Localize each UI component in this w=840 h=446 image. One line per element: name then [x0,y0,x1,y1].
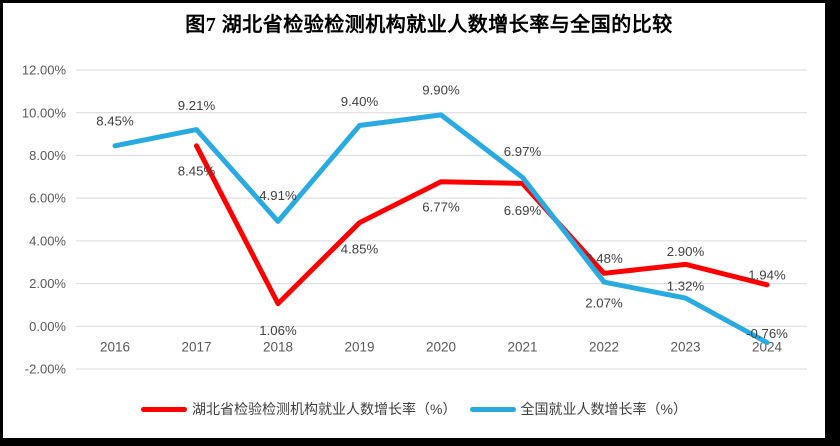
data-label: 8.45% [96,113,134,128]
y-tick-label: 6.00% [29,191,66,206]
x-tick-label: 2022 [589,340,619,355]
y-tick-label: 4.00% [29,233,66,248]
chart-legend: 湖北省检验检测机构就业人数增长率（%） 全国就业人数增长率（%） [3,399,825,419]
data-label: 8.45% [178,163,216,178]
data-label: 6.97% [504,144,542,159]
legend-label-national: 全国就业人数增长率（%） [520,401,687,417]
line-chart-canvas: -2.00% 0.00% 2.00% 4.00% 6.00% 8.00% 10.00% 12.… [22,63,807,377]
y-tick-label: 10.00% [22,105,67,120]
legend-item-national: 全国就业人数增长率（%） [469,399,687,419]
x-tick-label: 2023 [670,340,700,355]
data-label: 6.77% [422,199,460,214]
chart-title: 图7 湖北省检验检测机构就业人数增长率与全国的比较 [185,14,673,36]
x-tick-label: 2024 [752,340,783,355]
y-tick-label: 2.00% [29,276,66,291]
x-axis-labels: 2016 2017 2018 2019 2020 2021 2022 2023 2024 [100,340,783,355]
data-label: 4.91% [259,188,297,203]
data-labels-hubei: 8.45% 1.06% 4.85% 6.77% 6.69% 2.48% 2.90% 1.94% [178,163,786,338]
series-line-hubei [194,143,770,307]
data-label: 2.07% [585,296,623,311]
data-label: 4.85% [341,241,379,256]
data-label: -0.76% [746,326,788,341]
data-label: 6.69% [504,203,542,218]
x-tick-label: 2016 [100,340,130,355]
series-line-national [112,112,770,346]
x-tick-label: 2021 [507,340,537,355]
legend-swatch-national [469,406,516,412]
data-labels-national: 8.45% 9.21% 4.91% 9.40% 9.90% 6.97% 2.07% 1.32%… [96,82,788,341]
x-tick-label: 2018 [263,340,293,355]
legend-label-hubei: 湖北省检验检测机构就业人数增长率（%） [192,401,457,417]
legend-item-hubei: 湖北省检验检测机构就业人数增长率（%） [141,399,457,419]
y-tick-label: 12.00% [22,63,67,78]
data-label: 9.40% [341,94,379,109]
gridlines [76,69,807,370]
legend-swatch-hubei [141,406,188,412]
data-label: 9.21% [178,98,216,113]
data-label: 1.06% [259,323,297,338]
data-label: 1.32% [667,279,705,294]
x-tick-label: 2020 [426,340,456,355]
x-tick-label: 2017 [181,340,211,355]
data-label: 1.94% [748,267,786,282]
data-label: 9.90% [422,82,460,97]
data-label: 2.48% [585,251,623,266]
y-axis-labels: -2.00% 0.00% 2.00% 4.00% 6.00% 8.00% 10.00% 12.… [22,63,67,377]
y-tick-label: -2.00% [25,362,67,377]
y-tick-label: 8.00% [29,148,66,163]
y-tick-label: 0.00% [29,319,66,334]
data-label: 2.90% [667,244,705,259]
x-tick-label: 2019 [344,340,374,355]
